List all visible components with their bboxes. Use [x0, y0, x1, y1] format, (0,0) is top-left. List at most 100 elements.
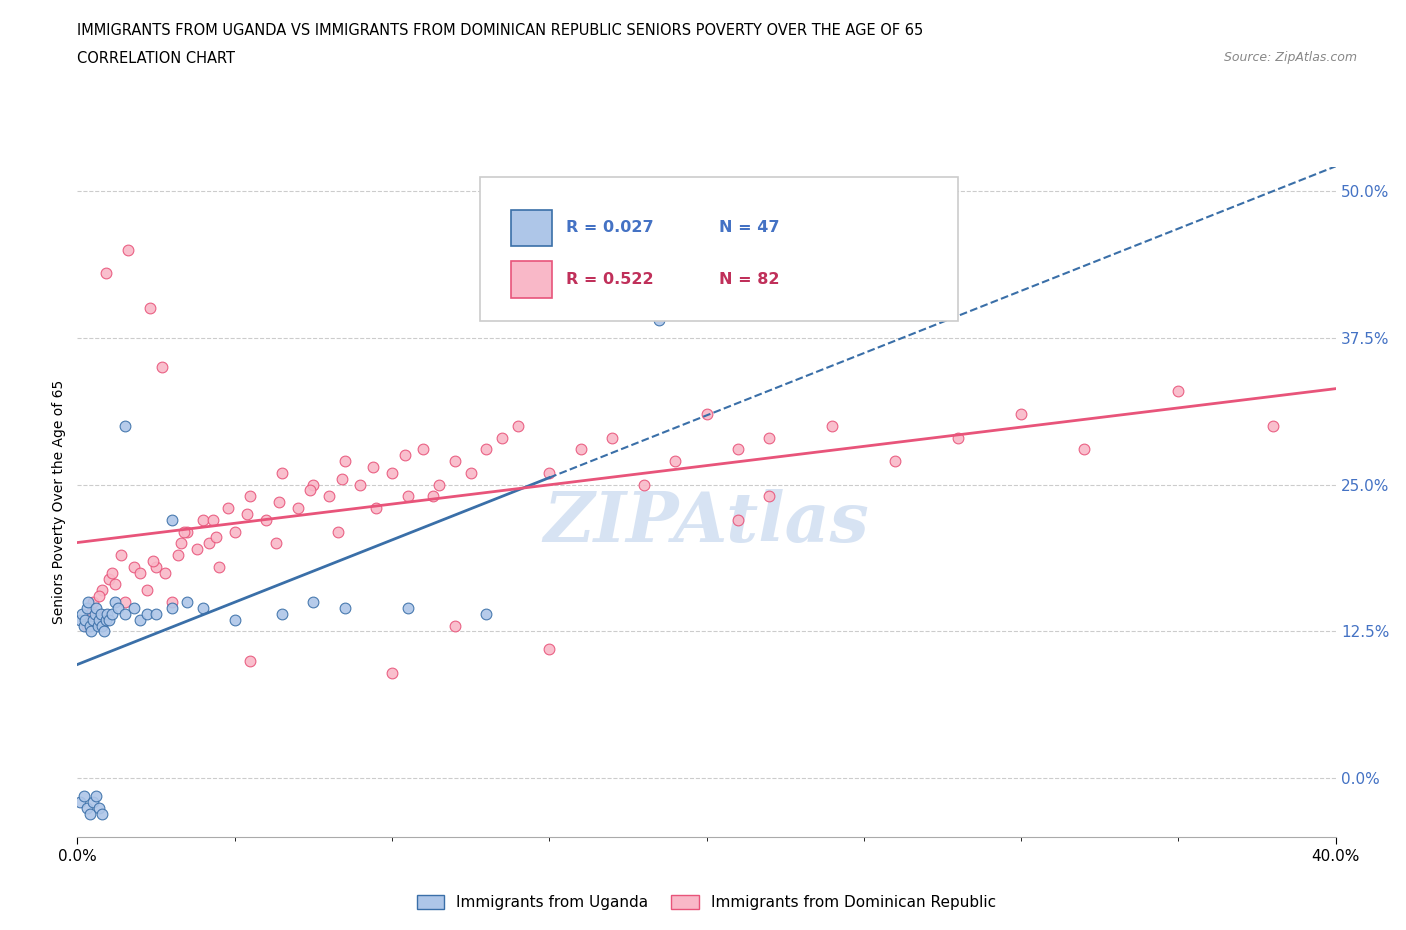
FancyBboxPatch shape: [512, 209, 551, 246]
Point: [299, 483, 322, 498]
Point: [664, 454, 686, 469]
Point: [191, 601, 215, 616]
Point: [104, 577, 127, 591]
Point: [1010, 406, 1032, 421]
Point: [475, 442, 498, 457]
FancyBboxPatch shape: [512, 261, 551, 298]
Point: [224, 525, 246, 539]
Point: [82, 594, 104, 609]
Point: [696, 406, 718, 421]
Point: [82, 794, 104, 809]
Point: [204, 530, 226, 545]
Point: [167, 548, 190, 563]
Point: [76, 601, 98, 616]
Point: [87, 618, 110, 633]
Point: [460, 465, 482, 480]
Point: [76, 800, 98, 815]
Point: [114, 594, 136, 609]
Legend: Immigrants from Uganda, Immigrants from Dominican Republic: Immigrants from Uganda, Immigrants from …: [411, 889, 1002, 916]
Point: [79, 806, 101, 821]
Point: [160, 512, 183, 527]
Point: [328, 525, 350, 539]
Point: [173, 525, 195, 539]
Point: [82, 612, 104, 627]
Point: [948, 431, 970, 445]
Point: [89, 612, 111, 627]
Point: [80, 624, 103, 639]
Point: [114, 418, 136, 433]
Point: [239, 489, 262, 504]
Point: [333, 454, 356, 469]
Point: [94, 612, 117, 627]
Point: [150, 360, 173, 375]
Point: [84, 601, 107, 616]
Point: [75, 612, 97, 627]
Point: [114, 606, 136, 621]
Text: R = 0.522: R = 0.522: [565, 272, 654, 286]
Point: [96, 606, 118, 621]
Point: [89, 589, 111, 604]
Point: [758, 431, 780, 445]
Point: [91, 583, 114, 598]
Point: [101, 606, 124, 621]
Point: [107, 601, 129, 616]
Point: [97, 571, 120, 586]
Point: [155, 565, 177, 580]
Point: [176, 525, 198, 539]
Point: [135, 583, 157, 598]
Point: [104, 594, 127, 609]
Point: [110, 548, 132, 563]
Point: [821, 418, 844, 433]
Point: [91, 806, 114, 821]
Point: [89, 800, 111, 815]
Point: [254, 512, 277, 527]
Point: [145, 606, 167, 621]
Point: [1261, 418, 1284, 433]
Point: [142, 553, 165, 568]
Point: [208, 559, 231, 574]
Point: [72, 789, 94, 804]
Point: [145, 559, 167, 574]
Point: [84, 606, 107, 621]
Point: [198, 536, 221, 551]
Point: [224, 612, 246, 627]
Point: [79, 618, 101, 633]
Point: [236, 507, 259, 522]
Point: [264, 536, 287, 551]
Point: [427, 477, 450, 492]
Point: [506, 418, 529, 433]
Point: [538, 465, 561, 480]
Point: [191, 512, 215, 527]
Point: [117, 242, 139, 257]
Point: [396, 601, 419, 616]
Point: [648, 312, 671, 327]
Point: [491, 431, 513, 445]
Point: [727, 442, 749, 457]
Point: [444, 618, 467, 633]
FancyBboxPatch shape: [479, 178, 959, 322]
Point: [84, 789, 107, 804]
Point: [176, 594, 198, 609]
Point: [138, 301, 160, 316]
Text: N = 82: N = 82: [718, 272, 779, 286]
Point: [101, 565, 124, 580]
Point: [93, 624, 115, 639]
Point: [91, 618, 114, 633]
Point: [366, 500, 388, 515]
Point: [381, 665, 404, 680]
Point: [287, 500, 309, 515]
Point: [69, 612, 91, 627]
Text: R = 0.027: R = 0.027: [565, 220, 654, 235]
Point: [267, 495, 290, 510]
Point: [302, 477, 325, 492]
Point: [270, 606, 292, 621]
Point: [569, 442, 592, 457]
Point: [361, 459, 384, 474]
Point: [72, 618, 94, 633]
Point: [129, 565, 152, 580]
Text: ZIPAtlas: ZIPAtlas: [544, 488, 869, 556]
Point: [122, 559, 145, 574]
Point: [475, 606, 498, 621]
Y-axis label: Seniors Poverty Over the Age of 65: Seniors Poverty Over the Age of 65: [52, 380, 66, 624]
Point: [394, 447, 416, 462]
